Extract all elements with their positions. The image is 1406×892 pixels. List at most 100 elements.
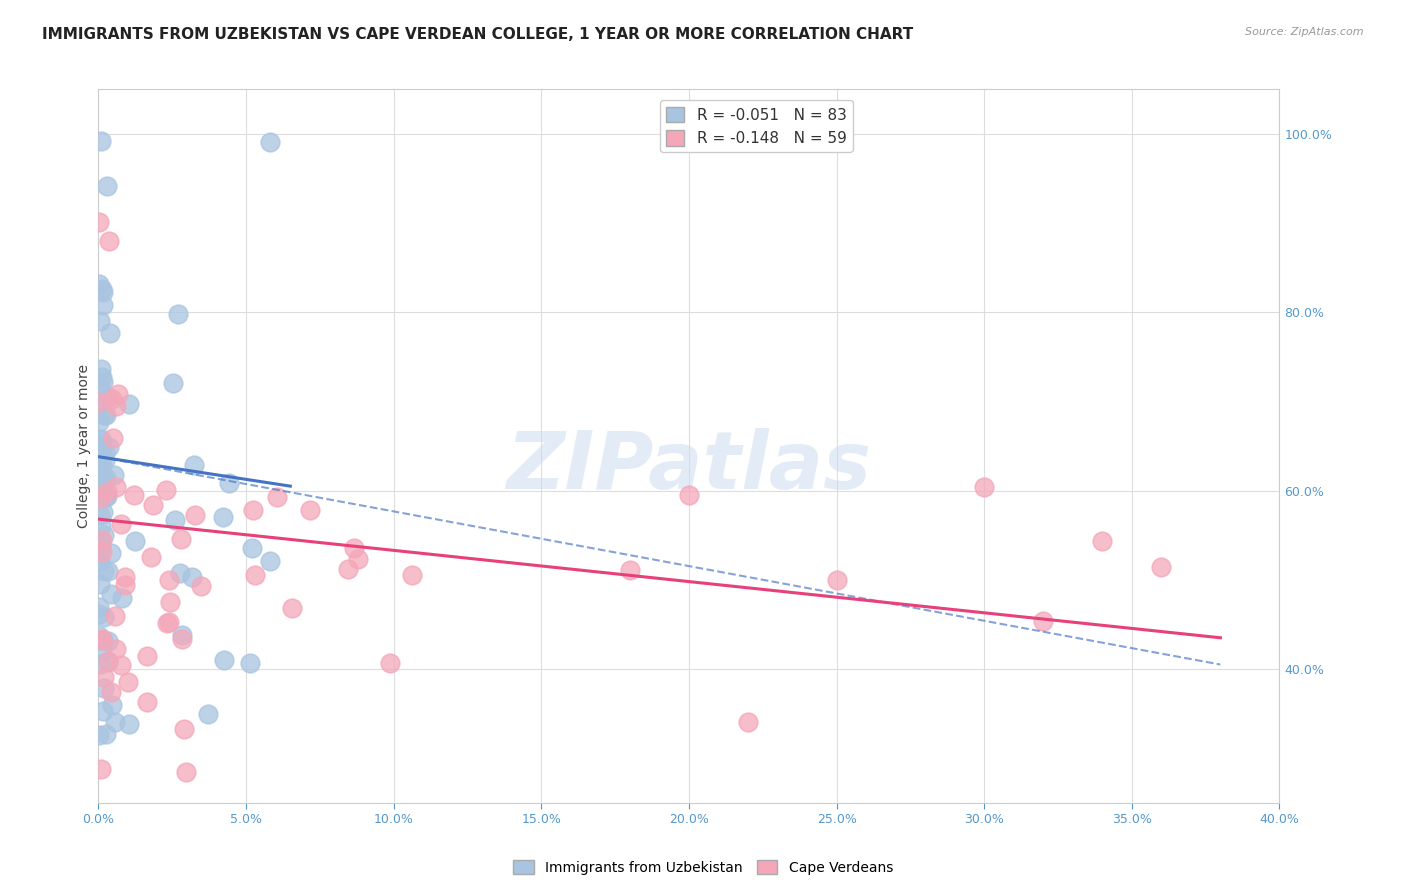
Point [91,376,114,390]
Y-axis label: College, 1 year or more: College, 1 year or more [77,364,91,528]
Point [90,134,112,148]
Point [1150,560,1173,574]
Point [90,533,112,548]
Point [1091,533,1114,548]
Point [172,628,194,642]
Point [87,395,110,409]
Point [90,432,112,446]
Point [97,234,120,248]
Point [93,670,115,684]
Point [136,695,159,709]
Point [89,657,111,671]
Point [93,704,115,718]
Point [243,568,266,582]
Point [183,458,205,472]
Point [118,397,141,411]
Point [619,564,641,578]
Point [190,579,212,593]
Point [91,439,114,453]
Point [163,512,186,526]
Point [169,566,191,581]
Point [155,483,177,497]
Point [107,387,129,401]
Point [136,648,159,663]
Point [89,475,111,489]
Text: IMMIGRANTS FROM UZBEKISTAN VS CAPE VERDEAN COLLEGE, 1 YEAR OR MORE CORRELATION C: IMMIGRANTS FROM UZBEKISTAN VS CAPE VERDE… [42,27,914,42]
Point [91,459,114,474]
Point [343,541,366,555]
Point [87,466,110,480]
Point [142,499,165,513]
Point [118,717,141,731]
Point [89,533,111,547]
Point [825,573,848,587]
Point [90,762,112,776]
Point [678,488,700,502]
Point [211,510,233,524]
Point [181,570,204,584]
Point [96,489,118,503]
Point [259,135,281,149]
Point [90,370,112,384]
Point [242,503,264,517]
Point [114,569,136,583]
Point [87,728,110,742]
Point [105,641,128,656]
Legend: R = -0.051   N = 83, R = -0.148   N = 59: R = -0.051 N = 83, R = -0.148 N = 59 [659,101,852,153]
Point [90,632,112,646]
Point [93,408,115,422]
Point [170,533,193,547]
Point [259,553,281,567]
Point [90,633,112,648]
Point [122,488,145,502]
Point [91,545,114,559]
Point [93,681,115,695]
Point [103,431,125,445]
Point [378,656,401,670]
Point [97,390,120,404]
Point [212,652,235,666]
Point [94,490,117,504]
Point [97,634,120,648]
Point [737,714,759,729]
Point [170,632,193,647]
Point [104,480,127,494]
Point [100,698,122,712]
Point [94,470,117,484]
Legend: Immigrants from Uzbekistan, Cape Verdeans: Immigrants from Uzbekistan, Cape Verdean… [508,855,898,880]
Point [159,595,181,609]
Text: Source: ZipAtlas.com: Source: ZipAtlas.com [1246,27,1364,37]
Point [240,541,263,555]
Point [91,285,114,299]
Point [90,472,112,486]
Point [100,546,122,560]
Point [94,452,117,467]
Point [98,326,121,341]
Point [91,632,114,647]
Point [87,398,110,412]
Point [90,362,112,376]
Point [93,528,115,542]
Point [157,573,180,587]
Point [93,444,115,458]
Point [174,765,197,780]
Point [93,564,115,578]
Point [141,549,163,564]
Point [401,567,423,582]
Point [162,376,184,391]
Point [91,643,114,657]
Point [87,629,110,643]
Point [96,564,118,578]
Point [87,277,110,292]
Point [91,298,114,312]
Point [110,516,132,531]
Point [1032,614,1054,628]
Point [281,600,304,615]
Point [104,714,127,729]
Point [94,726,117,740]
Point [156,615,179,630]
Point [91,282,114,296]
Point [239,656,262,670]
Point [105,399,128,413]
Point [96,409,118,423]
